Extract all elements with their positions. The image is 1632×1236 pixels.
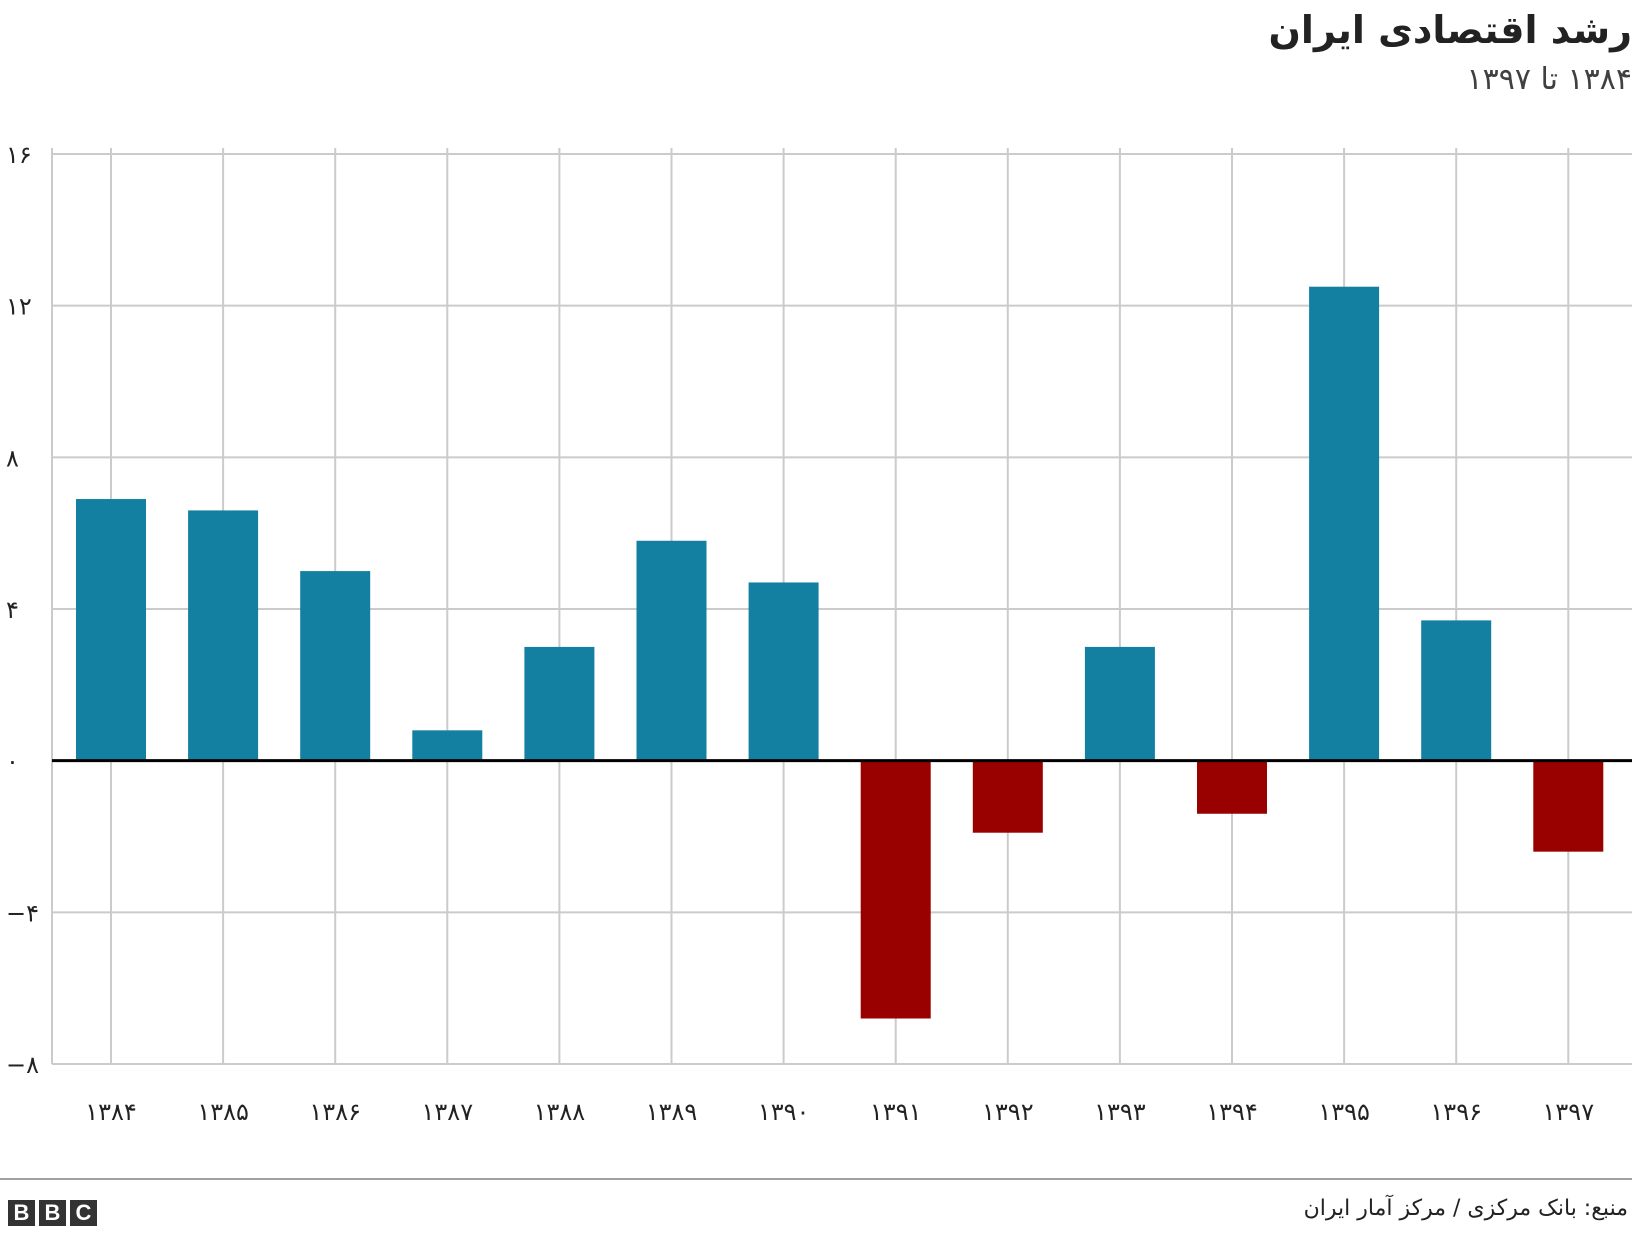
chart-title: رشد اقتصادی ایران: [1268, 8, 1632, 52]
x-tick-label: ۱۳۸۶: [309, 1098, 361, 1126]
x-tick-label: ۱۳۸۴: [85, 1098, 137, 1126]
x-tick-label: ۱۳۸۸: [534, 1098, 586, 1126]
x-tick-label: ۱۳۸۷: [422, 1098, 474, 1126]
bar-13: [1421, 620, 1492, 761]
y-tick-label: ۰: [6, 748, 19, 776]
x-tick-label: ۱۳۹۱: [870, 1098, 922, 1126]
y-tick-label: −۸: [6, 1051, 39, 1079]
x-tick-label: ۱۳۹۵: [1318, 1098, 1370, 1126]
x-tick-label: ۱۳۹۷: [1543, 1098, 1595, 1126]
y-tick-label: ۱۶: [6, 141, 32, 169]
y-tick-label: ۸: [6, 444, 19, 472]
bar-1: [76, 499, 146, 761]
bbc-logo-letter: B: [39, 1200, 66, 1226]
bbc-logo-letter: B: [8, 1200, 35, 1226]
bar-8: [860, 760, 931, 1019]
bar-11: [1197, 760, 1267, 814]
bar-3: [300, 571, 371, 761]
bar-14: [1533, 760, 1604, 852]
y-tick-label: −۴: [6, 899, 39, 927]
x-tick-label: ۱۳۹۲: [982, 1098, 1034, 1126]
x-tick-label: ۱۳۹۳: [1094, 1098, 1146, 1126]
y-tick-label: ۴: [6, 596, 19, 624]
bbc-logo-letter: C: [70, 1200, 97, 1226]
bar-7: [748, 582, 819, 761]
source-note: منبع: بانک مرکزی / مرکز آمار ایران: [1303, 1196, 1628, 1221]
y-tick-label: ۱۲: [6, 293, 32, 321]
bar-4: [412, 730, 483, 761]
x-tick-label: ۱۳۸۹: [646, 1098, 698, 1126]
chart-subtitle: ۱۳۸۴ تا ۱۳۹۷: [1466, 62, 1632, 97]
bar-2: [188, 510, 259, 761]
bar-5: [524, 646, 595, 761]
x-tick-label: ۱۳۸۵: [197, 1098, 249, 1126]
bbc-logo: B B C: [8, 1200, 97, 1226]
x-tick-label: ۱۳۹۰: [758, 1098, 810, 1126]
bar-10: [1084, 646, 1155, 761]
footer-divider: [0, 1178, 1632, 1180]
bar-12: [1309, 286, 1380, 761]
x-tick-label: ۱۳۹۶: [1430, 1098, 1482, 1126]
bar-6: [636, 540, 707, 761]
bar-9: [972, 760, 1043, 833]
x-tick-label: ۱۳۹۴: [1206, 1098, 1258, 1126]
bar-chart: −۸ −۴ ۰ ۴ ۸ ۱۲ ۱۶ ۱۳۸۴ ۱۳۸۵ ۱۳۸۶ ۱۳۸۷ ۱۳۸۸ ۱۳۸۹ ۱۳۹۰ ۱…: [6, 141, 1632, 1126]
